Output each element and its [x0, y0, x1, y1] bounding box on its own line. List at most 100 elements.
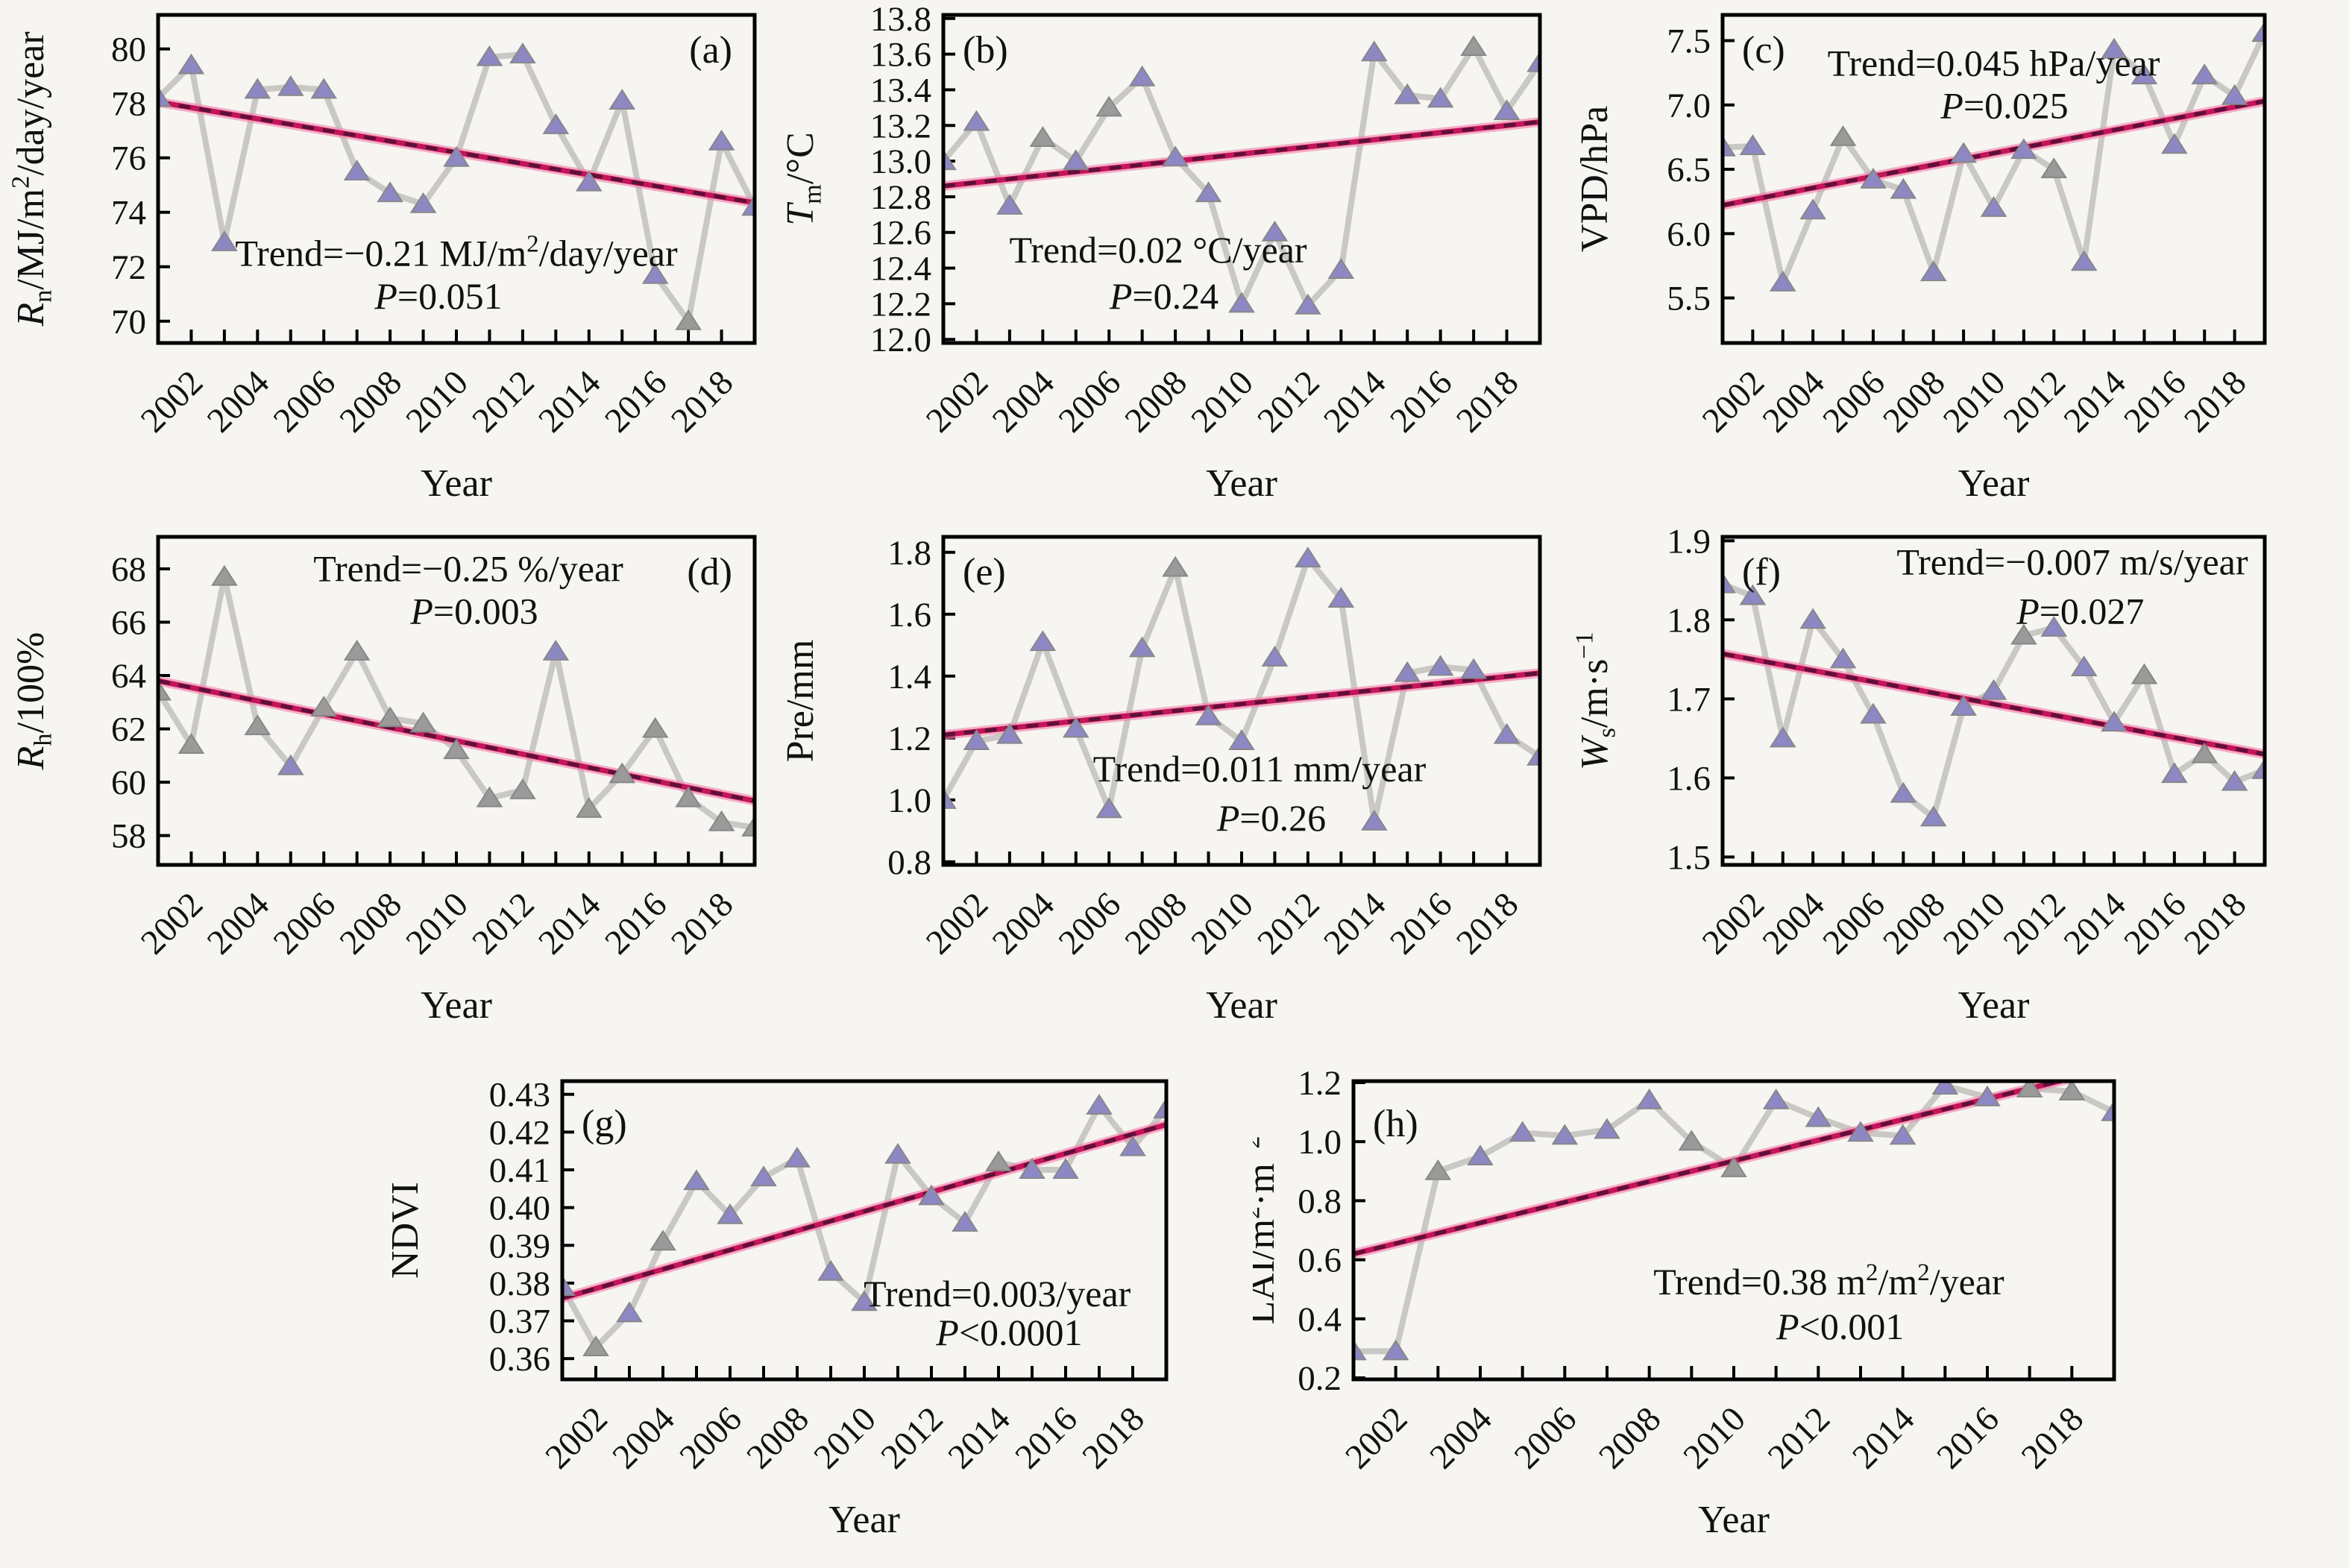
data-marker [277, 754, 304, 775]
data-marker [817, 1259, 844, 1281]
x-tick-label: 2010 [1184, 885, 1261, 962]
y-tick-label: 1.2 [887, 720, 931, 758]
x-axis-label: Year [1206, 462, 1277, 505]
trend-annotation: Trend=0.045 hPa/year [1828, 42, 2160, 84]
x-axis-label: Year [421, 984, 492, 1027]
data-marker [1095, 95, 1123, 117]
y-tick-label: 80 [111, 31, 146, 69]
data-marker [1526, 744, 1540, 766]
x-tick-label: 2018 [2177, 885, 2254, 962]
data-marker [562, 1275, 576, 1296]
data-marker [1551, 1124, 1579, 1145]
y-tick-label: 13.0 [870, 142, 931, 181]
x-tick-label: 2002 [919, 363, 996, 440]
data-marker [2010, 623, 2037, 645]
data-marker [609, 89, 636, 110]
data-marker [1424, 1159, 1452, 1180]
data-marker [708, 129, 735, 151]
panel-d-chart: 58 60 62 64 66 68 2002200420062008201020122014… [10, 535, 757, 1027]
panel-letter: (c) [1742, 29, 1785, 72]
y-tick-label: 13.8 [870, 0, 931, 39]
data-marker [675, 309, 702, 330]
y-axis-label: Pre/mm [783, 640, 822, 763]
data-marker [641, 262, 669, 284]
data-marker [1095, 797, 1123, 819]
p-value-annotation: P=0.26 [1216, 797, 1326, 839]
data-marker [575, 170, 603, 192]
x-tick-label: 2014 [2057, 363, 2133, 440]
data-marker [1153, 1098, 1166, 1118]
x-tick-label: 2006 [1815, 363, 1892, 440]
panel-f-chart: 1.51.61.71.81.92002200420062008201020122… [1570, 522, 2267, 1027]
x-tick-label: 2014 [2057, 885, 2133, 962]
plot-frame [156, 13, 757, 345]
p-value-annotation: P=0.025 [1940, 85, 2068, 127]
x-tick-label: 2010 [399, 885, 476, 962]
y-tick-label: 1.7 [1667, 680, 1711, 719]
data-marker [918, 1184, 945, 1206]
y-tick-label: 1.0 [1298, 1123, 1342, 1162]
x-tick-label: 2008 [1591, 1399, 1668, 1476]
y-tick-label: 12.4 [870, 250, 931, 289]
x-tick-label: 2004 [606, 1399, 682, 1476]
trend-annotation: Trend=0.02 °C/year [1009, 229, 1306, 271]
data-marker [1119, 1135, 1146, 1156]
x-tick-label: 2006 [1051, 363, 1128, 440]
panel-letter: (b) [963, 29, 1008, 72]
data-marker [1919, 805, 1947, 827]
data-marker [1890, 781, 1917, 803]
y-tick-label: 6.5 [1667, 151, 1711, 189]
data-marker [1261, 646, 1289, 667]
x-tick-label: 2002 [1695, 885, 1772, 962]
y-tick-label: 0.40 [489, 1189, 550, 1228]
y-tick-label: 1.4 [887, 658, 931, 696]
x-tick-label: 2014 [1316, 885, 1393, 962]
x-tick-label: 2004 [985, 363, 1062, 440]
data-marker [1062, 149, 1089, 171]
data-marker [2058, 1081, 2086, 1101]
y-tick-label: 1.6 [1667, 759, 1711, 798]
data-marker [377, 181, 403, 203]
x-axis-label: Year [1958, 984, 2030, 1027]
x-tick-label: 2012 [874, 1399, 951, 1476]
y-tick-label: 64 [111, 657, 146, 696]
data-marker [1162, 555, 1189, 577]
data-marker [1509, 1121, 1536, 1142]
x-tick-label: 2014 [531, 363, 608, 440]
y-tick-label: 70 [111, 303, 146, 341]
x-tick-label: 2012 [1996, 885, 2073, 962]
data-marker [1723, 135, 1736, 157]
plot-frame [1351, 1079, 2116, 1382]
data-marker [476, 45, 503, 66]
panel-b-chart: 12.012.212.412.612.813.013.213.413.613.8… [783, 0, 1542, 505]
y-tick-label: 0.6 [1298, 1241, 1342, 1280]
data-marker [1394, 83, 1421, 104]
x-tick-label: 2012 [465, 363, 541, 440]
x-tick-label: 2016 [1930, 1399, 2007, 1476]
x-tick-label: 2018 [1075, 1399, 1152, 1476]
x-tick-label: 2012 [1761, 1399, 1837, 1476]
data-marker [1635, 1088, 1663, 1109]
data-marker [1195, 704, 1222, 725]
data-marker [1295, 293, 1321, 315]
x-axis-label: Year [1206, 984, 1277, 1027]
panel-g-chart: 0.360.370.380.390.400.410.420.43 20022004… [388, 1076, 1169, 1541]
trend-line-e [943, 668, 1540, 740]
data-marker [443, 145, 470, 167]
data-marker [963, 729, 990, 750]
data-marker [177, 53, 205, 75]
x-tick-label: 2010 [1184, 363, 1261, 440]
data-marker [616, 1301, 643, 1323]
data-marker [2161, 133, 2188, 154]
x-tick-label: 2004 [1755, 363, 1832, 440]
y-tick-label: 0.38 [489, 1265, 550, 1303]
y-tick-label: 13.2 [870, 107, 931, 145]
x-tick-label: 2016 [2116, 885, 2193, 962]
x-tick-label: 2016 [597, 885, 674, 962]
data-marker [2131, 63, 2158, 85]
data-marker [1327, 258, 1355, 279]
x-tick-label: 2010 [1936, 885, 2013, 962]
x-tick-label: 2018 [1449, 885, 1526, 962]
x-axis-label: Year [828, 1499, 900, 1541]
